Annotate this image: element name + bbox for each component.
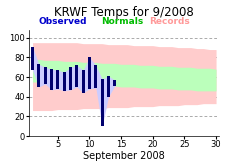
Bar — [113, 80, 116, 86]
Bar — [56, 70, 59, 89]
Bar — [69, 67, 72, 90]
Text: Records: Records — [148, 17, 189, 26]
Bar — [94, 65, 97, 88]
Title: KRWF Temps for 9/2008: KRWF Temps for 9/2008 — [54, 6, 193, 19]
Bar — [50, 69, 53, 90]
Bar — [63, 72, 65, 91]
Bar — [31, 47, 34, 70]
Text: Observed: Observed — [39, 17, 87, 26]
Bar — [107, 76, 109, 97]
Bar — [88, 57, 90, 89]
Bar — [75, 65, 78, 87]
Bar — [37, 64, 40, 87]
Bar — [44, 67, 46, 84]
X-axis label: September 2008: September 2008 — [83, 151, 164, 161]
Text: Normals: Normals — [101, 17, 143, 26]
Bar — [81, 70, 84, 93]
Bar — [100, 79, 103, 126]
